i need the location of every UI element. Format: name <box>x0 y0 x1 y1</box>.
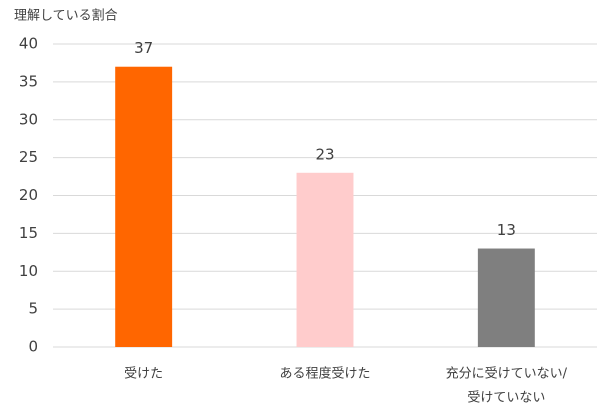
bar <box>296 172 354 347</box>
value-label: 13 <box>497 221 516 239</box>
x-tick-label: 充分に受けていない/ <box>446 366 568 382</box>
y-tick-label: 35 <box>19 72 38 90</box>
y-tick-label: 10 <box>19 262 38 280</box>
x-tick-label: 受けた <box>124 367 163 382</box>
x-tick-label: ある程度受けた <box>279 366 370 382</box>
y-tick-label: 40 <box>19 35 38 53</box>
y-tick-label: 20 <box>19 186 38 204</box>
y-tick-label: 25 <box>19 148 38 166</box>
y-tick-label: 15 <box>19 224 38 242</box>
bar <box>477 248 535 347</box>
value-label: 23 <box>315 145 334 163</box>
x-tick-label: 受けていない <box>467 391 545 406</box>
y-tick-label: 30 <box>19 110 38 128</box>
value-label: 37 <box>134 39 153 57</box>
bar <box>115 66 173 347</box>
y-tick-label: 5 <box>28 300 38 318</box>
y-axis-label: 理解している割合 <box>14 8 118 24</box>
y-tick-label: 0 <box>28 338 38 356</box>
